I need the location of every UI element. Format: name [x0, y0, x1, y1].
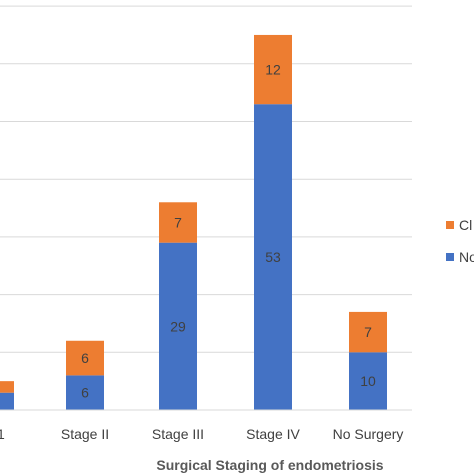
bar-clinical-5	[349, 311, 387, 353]
bar-no-4	[254, 104, 292, 410]
bar-no-5	[349, 352, 387, 410]
gridlines	[0, 5, 412, 353]
bar-no-1	[0, 392, 14, 410]
data-label: 6	[81, 385, 89, 401]
x-tick-label: Stage III	[152, 426, 204, 442]
data-label: 10	[360, 373, 376, 389]
x-axis-tick-labels: e 1 Stage II Stage III Stage IV No Surgery	[0, 426, 403, 442]
legend-swatch	[446, 253, 454, 261]
data-label: 53	[265, 249, 281, 265]
bar-clinical-2	[66, 340, 104, 376]
legend: Cl No	[446, 217, 474, 265]
data-label: 7	[174, 214, 182, 230]
x-tick-label: e 1	[0, 426, 5, 442]
x-tick-label: Stage II	[61, 426, 109, 442]
bar-clinical-3	[159, 202, 197, 243]
bar-clinical-1	[0, 381, 14, 393]
legend-label: Cl	[459, 217, 472, 233]
data-label: 6	[81, 350, 89, 366]
bar-no-3	[159, 242, 197, 410]
bar-no-2	[66, 375, 104, 410]
bar-clinical-4	[254, 34, 292, 105]
data-label: 12	[265, 62, 281, 78]
legend-label: No	[459, 249, 474, 265]
legend-swatch	[446, 221, 454, 229]
data-label: 29	[170, 318, 186, 334]
x-tick-label: Stage IV	[246, 426, 300, 442]
x-axis-title: Surgical Staging of endometriosis	[156, 457, 383, 473]
data-label: 7	[364, 324, 372, 340]
bars	[0, 34, 387, 410]
x-tick-label: No Surgery	[333, 426, 404, 442]
data-labels: 6 6 29 7 53 12 10 7	[81, 62, 376, 401]
